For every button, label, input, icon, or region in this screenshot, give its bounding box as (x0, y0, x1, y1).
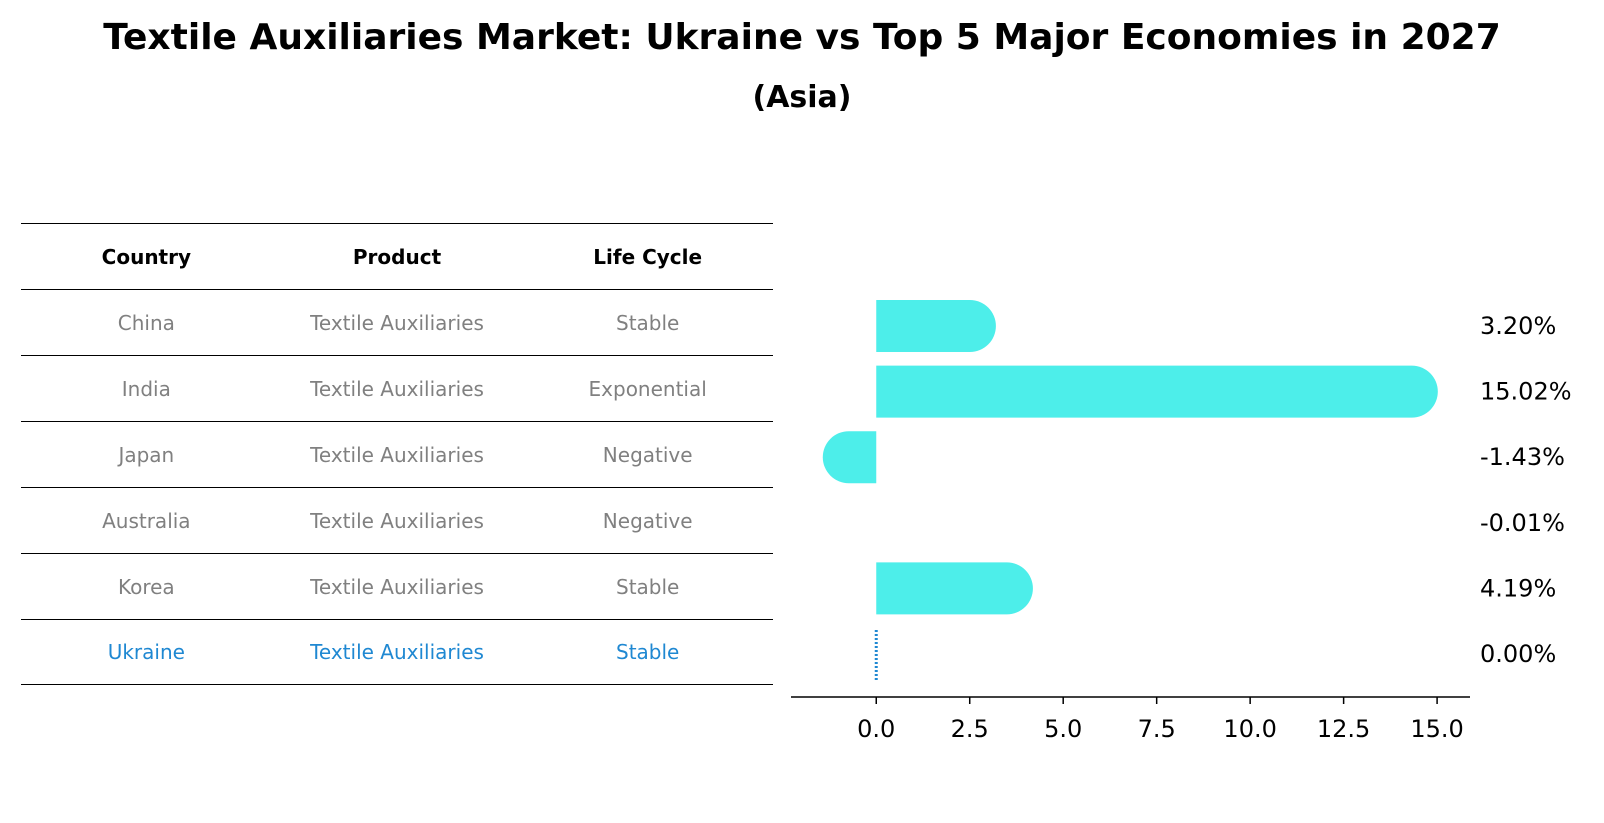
bar-india (876, 365, 1438, 418)
table-row-japan: Japan Textile Auxiliaries Negative (21, 421, 773, 487)
value-label-ukraine: 0.00% (1480, 640, 1556, 668)
x-tick-label: 7.5 (1138, 715, 1176, 743)
value-label-india: 15.02% (1480, 378, 1572, 406)
header-product: Product (352, 244, 442, 269)
cell-product: Textile Auxiliaries (310, 442, 484, 467)
header-country: Country (101, 244, 192, 269)
cell-product: Textile Auxiliaries (310, 574, 484, 599)
table-row-korea: Korea Textile Auxiliaries Stable (21, 553, 773, 619)
cell-product: Textile Auxiliaries (310, 310, 484, 335)
cell-country: India (121, 376, 171, 401)
x-tick-label: 0.0 (857, 715, 895, 743)
cell-life-cycle: Stable (616, 574, 680, 599)
x-tick-label: 2.5 (951, 715, 989, 743)
cell-life-cycle: Negative (602, 442, 693, 467)
cell-life-cycle: Exponential (588, 376, 707, 401)
cell-country: Japan (118, 442, 175, 467)
table-row-china: China Textile Auxiliaries Stable (21, 289, 773, 355)
cell-country: Korea (117, 574, 175, 599)
value-label-korea: 4.19% (1480, 574, 1556, 602)
cell-product: Textile Auxiliaries (310, 508, 484, 533)
x-tick-label: 10.0 (1223, 715, 1276, 743)
cell-country: China (117, 310, 175, 335)
chart-title: Textile Auxiliaries Market: Ukraine vs T… (103, 17, 1501, 58)
cell-life-cycle: Stable (616, 640, 680, 664)
bar-japan (822, 431, 877, 484)
cell-life-cycle: Stable (616, 310, 680, 335)
country-table: Country Product Life Cycle China Textile… (21, 223, 773, 685)
value-label-japan: -1.43% (1480, 443, 1565, 471)
table-row-ukraine: Ukraine Textile Auxiliaries Stable (21, 619, 773, 685)
table-row-australia: Australia Textile Auxiliaries Negative (21, 487, 773, 553)
x-tick-label: 12.5 (1317, 715, 1370, 743)
x-tick-label: 15.0 (1410, 715, 1463, 743)
bar-china (876, 300, 996, 352)
cell-country: Ukraine (107, 640, 185, 664)
table-header-row: Country Product Life Cycle (21, 223, 773, 289)
cell-life-cycle: Negative (602, 508, 693, 533)
header-life-cycle: Life Cycle (593, 244, 703, 269)
cell-country: Australia (102, 508, 191, 533)
bar-korea (876, 562, 1033, 615)
value-label-australia: -0.01% (1480, 509, 1565, 537)
cell-product: Textile Auxiliaries (310, 640, 484, 664)
chart-subtitle: (Asia) (752, 80, 852, 115)
cell-product: Textile Auxiliaries (310, 376, 484, 401)
table-row-india: India Textile Auxiliaries Exponential (21, 355, 773, 421)
value-label-china: 3.20% (1480, 312, 1556, 340)
x-tick-label: 5.0 (1044, 715, 1082, 743)
